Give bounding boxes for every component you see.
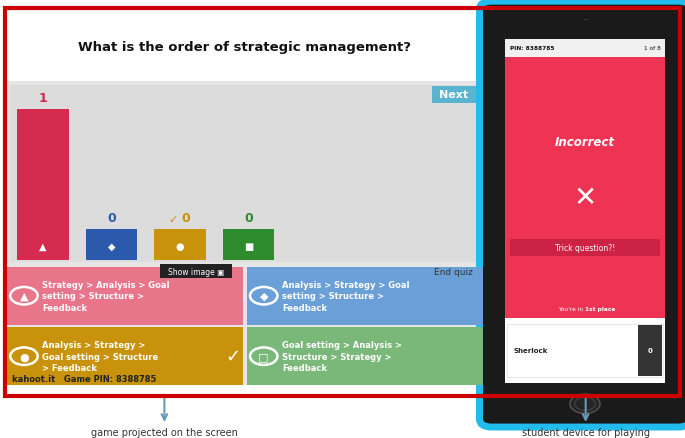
- FancyBboxPatch shape: [479, 2, 685, 427]
- Text: Next: Next: [439, 90, 469, 100]
- Text: 0: 0: [647, 348, 652, 353]
- Bar: [154, 233, 206, 260]
- Text: ✕: ✕: [573, 184, 597, 212]
- Text: ◆: ◆: [260, 291, 268, 301]
- Text: ▲: ▲: [39, 241, 47, 251]
- Bar: [507, 325, 663, 377]
- Circle shape: [10, 287, 38, 305]
- Bar: [86, 233, 137, 260]
- Bar: [505, 318, 665, 383]
- Text: ✓: ✓: [169, 215, 177, 225]
- Text: 0: 0: [244, 212, 253, 225]
- Bar: [7, 13, 483, 82]
- Text: 1 of 8: 1 of 8: [644, 46, 661, 51]
- Text: PIN: 8388785: PIN: 8388785: [510, 46, 555, 51]
- Circle shape: [250, 287, 277, 305]
- Bar: [5, 9, 680, 396]
- Bar: [247, 267, 483, 325]
- Bar: [505, 39, 665, 58]
- Text: What is the order of strategic management?: What is the order of strategic managemen…: [78, 41, 412, 54]
- Circle shape: [250, 348, 277, 365]
- Text: ─: ─: [583, 17, 587, 23]
- Bar: [223, 230, 274, 233]
- Text: game projected on the screen: game projected on the screen: [91, 427, 238, 437]
- Bar: [17, 233, 68, 260]
- Text: ●: ●: [175, 241, 184, 251]
- Bar: [7, 13, 483, 385]
- Text: student device for playing: student device for playing: [522, 427, 649, 437]
- Text: □: □: [258, 351, 269, 361]
- Text: ■: ■: [244, 241, 253, 251]
- Bar: [10, 86, 479, 262]
- Bar: [7, 327, 243, 385]
- Text: 0: 0: [181, 212, 190, 225]
- Bar: [510, 240, 660, 256]
- Bar: [154, 230, 206, 233]
- Text: Sherlock: Sherlock: [513, 348, 547, 353]
- Text: ●: ●: [19, 351, 29, 361]
- Text: Trick question?!: Trick question?!: [555, 244, 615, 252]
- Text: Strategy > Analysis > Goal
setting > Structure >
Feedback: Strategy > Analysis > Goal setting > Str…: [42, 280, 170, 312]
- Bar: [160, 265, 232, 279]
- Bar: [432, 86, 476, 104]
- Text: Incorrect: Incorrect: [555, 136, 615, 149]
- Text: Show image ▣: Show image ▣: [169, 267, 225, 276]
- Text: ◆: ◆: [108, 241, 115, 251]
- Text: 0: 0: [107, 212, 116, 225]
- Bar: [86, 230, 137, 233]
- Text: ▲: ▲: [20, 291, 28, 301]
- Bar: [638, 325, 662, 376]
- Text: You're in: You're in: [558, 306, 585, 311]
- Text: ✓: ✓: [225, 347, 240, 365]
- Circle shape: [570, 394, 600, 413]
- Text: End quiz: End quiz: [434, 267, 473, 276]
- Text: Analysis > Strategy >
Goal setting > Structure
> Feedback: Analysis > Strategy > Goal setting > Str…: [42, 340, 159, 372]
- Text: Goal setting > Analysis >
Structure > Strategy >
Feedback: Goal setting > Analysis > Structure > St…: [282, 340, 402, 372]
- Text: 1st place: 1st place: [585, 306, 615, 311]
- Bar: [7, 267, 243, 325]
- Text: Analysis > Strategy > Goal
setting > Structure >
Feedback: Analysis > Strategy > Goal setting > Str…: [282, 280, 410, 312]
- Bar: [17, 110, 68, 233]
- Bar: [505, 58, 665, 383]
- Bar: [223, 233, 274, 260]
- Bar: [247, 327, 483, 385]
- Circle shape: [10, 348, 38, 365]
- Text: 1: 1: [38, 92, 47, 104]
- Text: kahoot.it   Game PIN: 8388785: kahoot.it Game PIN: 8388785: [12, 374, 157, 383]
